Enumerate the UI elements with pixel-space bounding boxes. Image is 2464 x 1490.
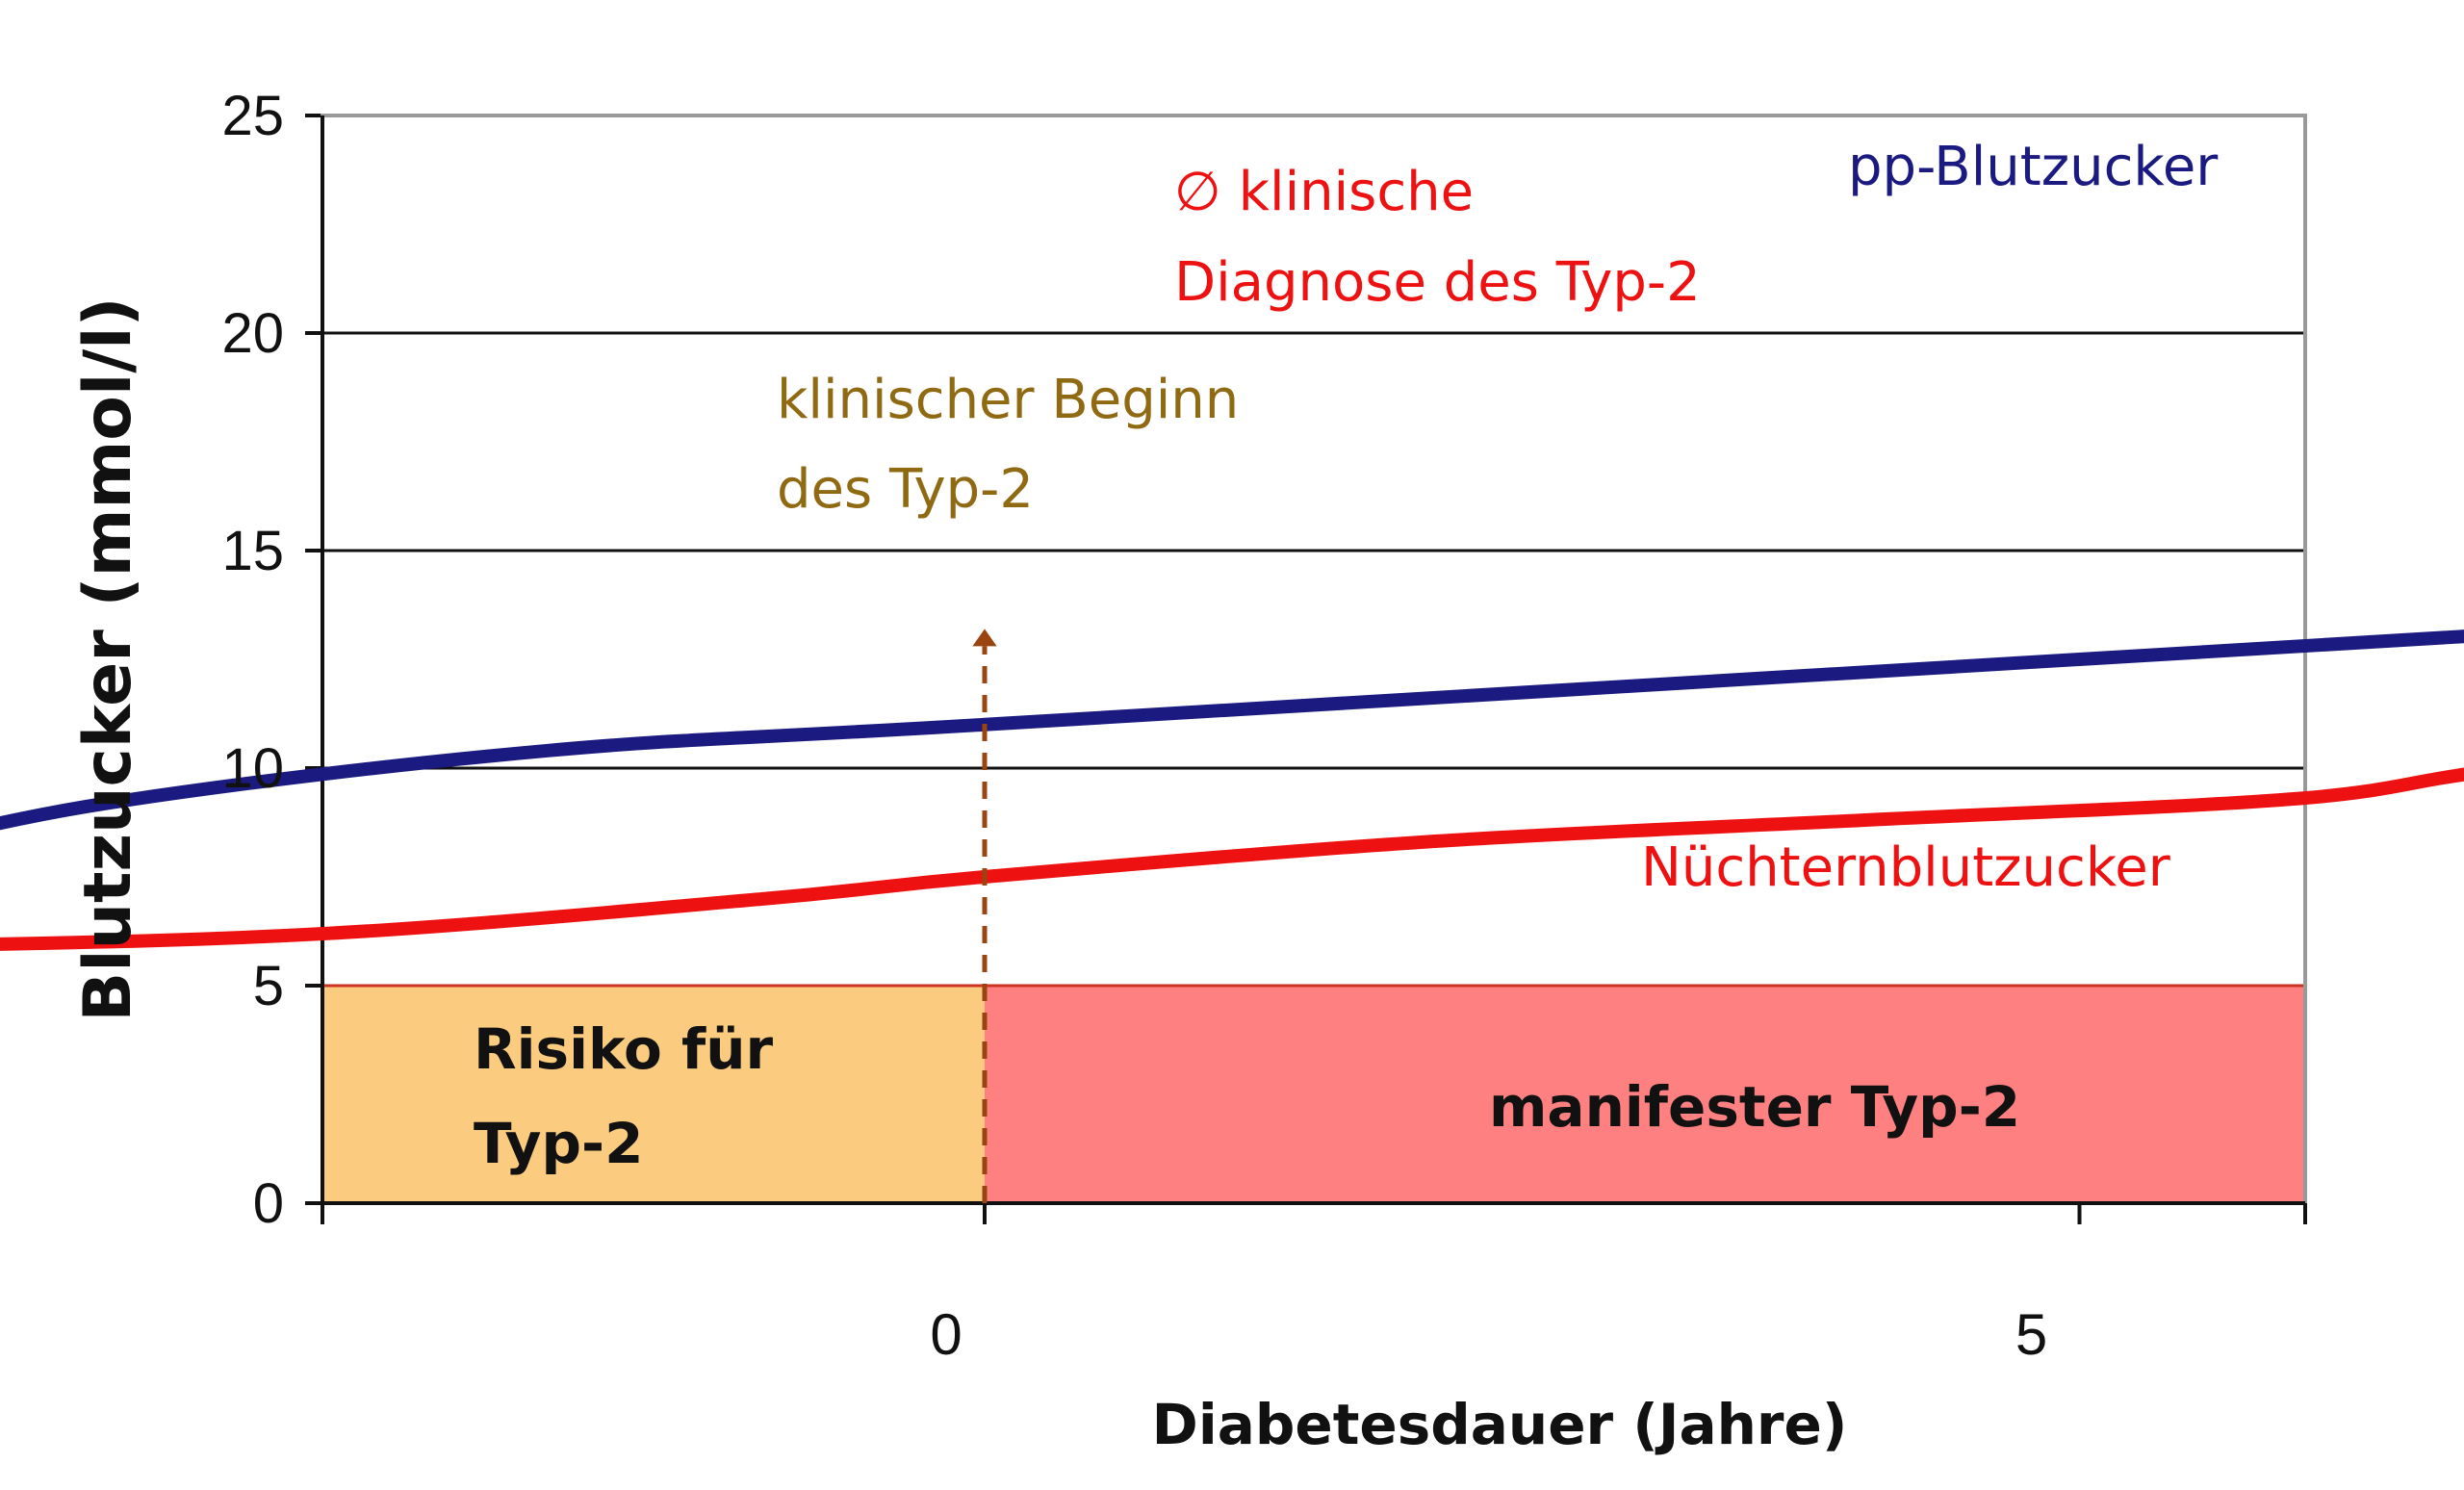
markers bbox=[972, 629, 997, 1203]
y-axis-title: Blutzucker (mmol/l) bbox=[70, 296, 146, 1021]
x-tick-label: 5 bbox=[2015, 1302, 2047, 1367]
y-tick-label: 25 bbox=[221, 85, 284, 147]
zone-0 bbox=[322, 986, 985, 1203]
label-pp-blutzucker: pp-Blutzucker bbox=[1848, 136, 2219, 198]
y-tick-label: 10 bbox=[221, 737, 284, 800]
annotation-diagnose: ∅ klinische Diagnose des Typ-2 bbox=[1174, 161, 1701, 314]
x-tick-labels: - 10- 5051015202530 bbox=[930, 1302, 2047, 1367]
annotation-beginn: klinischer Beginn des Typ-2 bbox=[777, 369, 1256, 521]
x-tick-label: 0 bbox=[930, 1302, 962, 1367]
x-axis-title: Diabetesdauer (Jahre) bbox=[1152, 1392, 1848, 1457]
y-tick-label: 0 bbox=[253, 1172, 284, 1235]
zone-1 bbox=[985, 986, 2305, 1203]
zone-label-risiko: Risiko für Typ-2 bbox=[474, 1016, 792, 1176]
y-tick-label: 15 bbox=[221, 520, 284, 582]
zones bbox=[322, 986, 2305, 1203]
axes bbox=[321, 116, 2307, 1224]
y-tick-labels: 0 5 10 15 20 25 bbox=[221, 85, 284, 1235]
series-line-0 bbox=[0, 629, 2464, 831]
y-tick-label: 5 bbox=[253, 955, 284, 1017]
series-line-1 bbox=[0, 767, 2464, 951]
marker-arrowhead-0 bbox=[972, 629, 997, 647]
y-tick-label: 20 bbox=[221, 302, 284, 365]
label-nuechternblutzucker: Nüchternblutzucker bbox=[1641, 836, 2171, 899]
series-lines bbox=[0, 629, 2464, 951]
zone-label-manifest: manifester Typ-2 bbox=[1489, 1074, 2020, 1140]
